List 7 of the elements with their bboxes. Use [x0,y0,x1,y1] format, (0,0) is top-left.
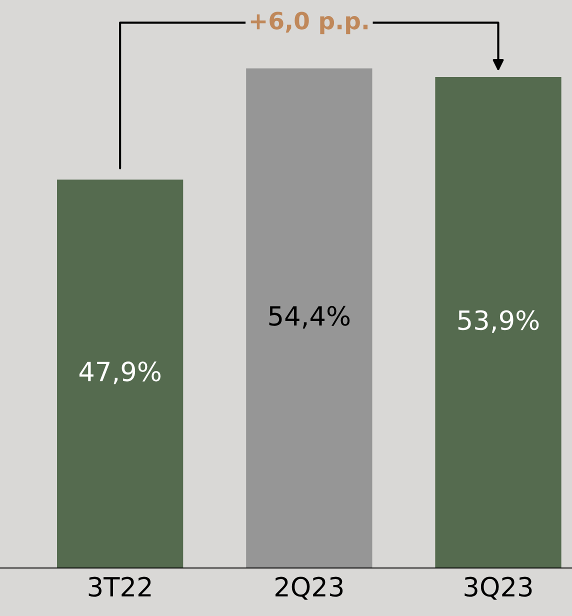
x-tick-label: 3T22 [88,576,151,597]
data-label: 47,9% [79,362,161,384]
x-tick-label: 2Q23 [276,576,343,600]
annotation: +6,0 p.p. [250,12,368,34]
x-tick-label: 3Q23 [464,576,532,600]
data-label: 54,4% [269,306,350,329]
data-label: 53,9% [458,310,539,333]
